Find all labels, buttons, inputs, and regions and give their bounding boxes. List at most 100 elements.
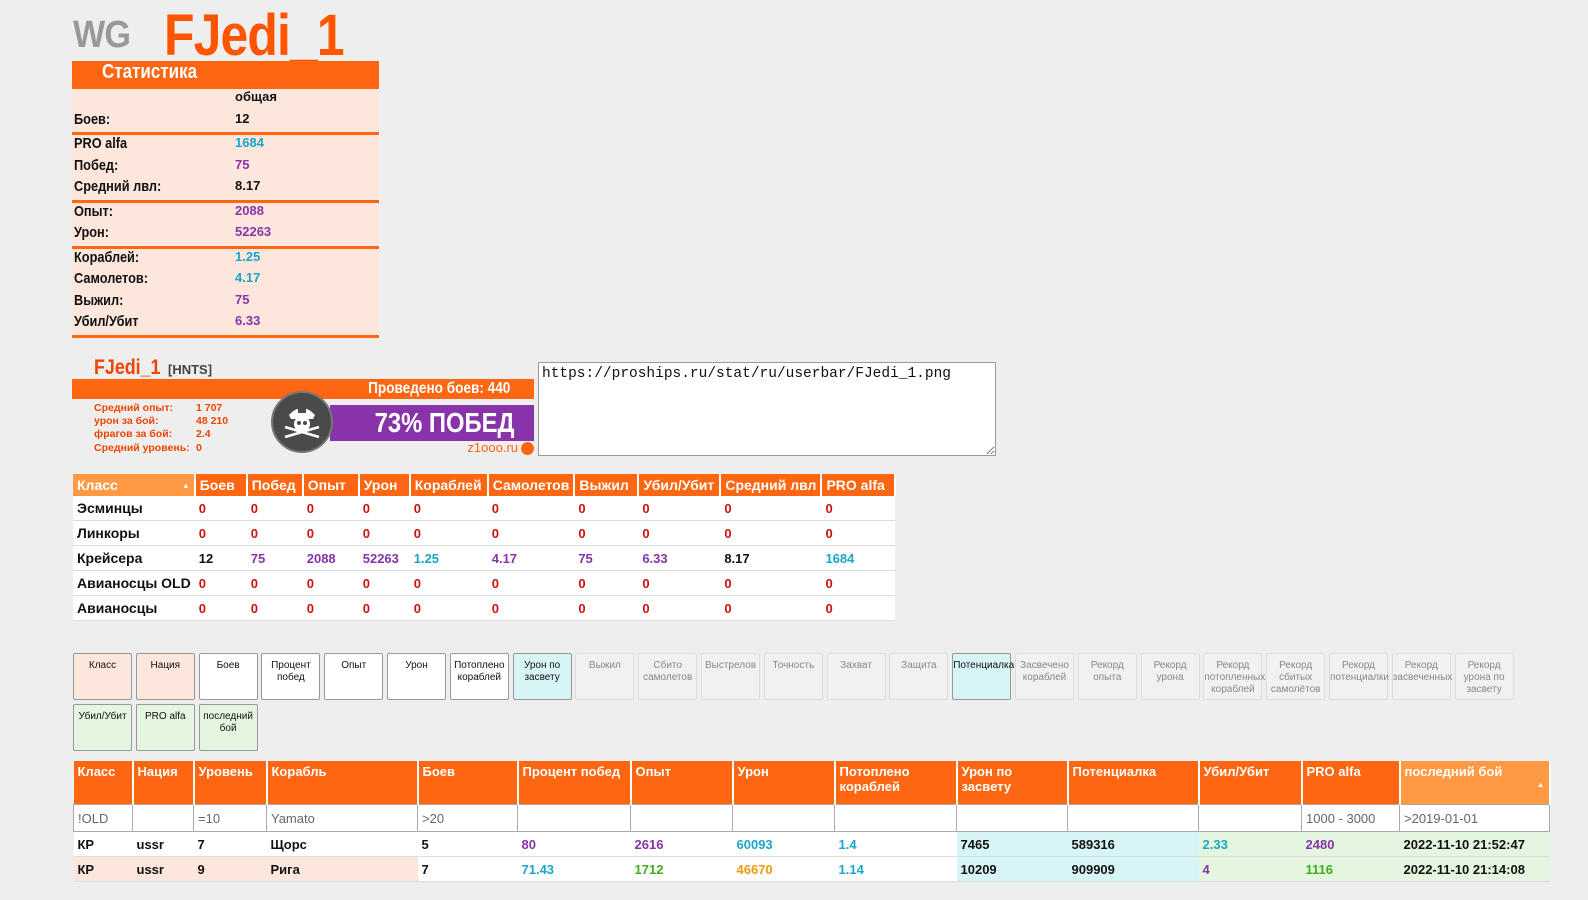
ships-col-header[interactable]: Потенциалка [1067, 761, 1200, 805]
column-toggle-button[interactable]: Рекорд опыта [1077, 653, 1137, 700]
class-col-header[interactable]: Выжил [574, 474, 640, 496]
class-value-cell: 0 [409, 595, 488, 621]
summary-stat-row: Боев: 12 [72, 110, 379, 132]
ships-filter-cell [732, 804, 835, 832]
summary-stat-value: 6.33 [235, 313, 261, 328]
column-toggle-button[interactable]: Захват [826, 653, 886, 700]
column-toggle-button[interactable]: Потенциалка [952, 653, 1014, 700]
class-value-cell: 0 [574, 570, 639, 596]
column-toggle-button[interactable]: Рекорд засвеченных [1391, 653, 1452, 700]
userbar-url-textarea[interactable]: https://proships.ru/stat/ru/userbar/FJed… [538, 362, 996, 456]
column-toggle-button[interactable]: Защита [889, 653, 949, 700]
column-toggle-button[interactable]: Выжил [575, 653, 635, 700]
ships-col-header[interactable]: Потоплено кораблей [834, 761, 958, 805]
column-toggle-button[interactable]: Боев [198, 653, 258, 700]
class-value-cell: 0 [246, 520, 303, 546]
column-filter-input[interactable] [632, 808, 731, 828]
column-toggle-button[interactable]: Засвечено кораблей [1015, 653, 1074, 700]
ships-col-header-label: Потенциалка [1072, 764, 1157, 779]
ships-col-header[interactable]: Убил/Убит [1198, 761, 1303, 805]
column-toggle-button[interactable]: Рекорд урона по засвету [1454, 653, 1514, 700]
column-filter-input[interactable] [519, 808, 629, 828]
player-name-title: FJedi_1 [164, 3, 345, 68]
ships-col-header[interactable]: Опыт [630, 761, 734, 805]
class-col-header-sorted[interactable]: Класс ▲ [73, 474, 196, 496]
column-filter-input[interactable] [958, 808, 1066, 828]
column-filter-input[interactable] [836, 808, 955, 828]
ship-row[interactable]: КР ussr 9 Рига 7 71.43 1712 46670 1.14 10209 90990… [73, 856, 1550, 882]
column-toggle-button[interactable]: Рекорд урона [1140, 653, 1200, 700]
column-filter-input[interactable] [419, 808, 516, 828]
column-filter-input[interactable] [268, 808, 416, 828]
class-value-cell: 0 [487, 570, 575, 596]
ships-col-header[interactable]: PRO alfa [1301, 761, 1401, 805]
class-value-cell: 6.33 [638, 545, 721, 571]
column-toggle-button[interactable]: последний бой [198, 704, 258, 751]
column-toggle-button[interactable]: Рекорд потопленных кораблей [1203, 653, 1265, 700]
userbar-battles-bar: Проведено боев: 440 [72, 379, 534, 399]
column-toggle-button[interactable]: Урон [387, 653, 446, 700]
ship-row[interactable]: КР ussr 7 Щорс 5 80 2616 60093 1.4 7465 589316 2.33… [73, 831, 1550, 857]
column-toggle-button[interactable]: Сбито самолетов [638, 653, 698, 700]
column-toggle-button[interactable]: Убил/Убит [73, 704, 132, 751]
column-filter-input[interactable] [195, 808, 265, 828]
column-toggle-button[interactable]: Класс [73, 653, 132, 700]
ships-col-header[interactable]: Класс [73, 761, 134, 805]
column-toggle-button[interactable]: Урон по засвету [512, 653, 572, 700]
class-col-header[interactable]: Опыт [302, 474, 360, 496]
class-value-cell: 2088 [302, 545, 359, 571]
column-toggle-button[interactable]: Выстрелов [701, 653, 760, 700]
summary-stat-row: Опыт: 2088 [72, 202, 379, 224]
column-filter-input[interactable] [134, 808, 192, 828]
ships-col-header[interactable]: Боев [417, 761, 519, 805]
column-filter-input[interactable] [75, 808, 131, 828]
column-toggle-button[interactable]: Опыт [324, 653, 384, 700]
class-table-row: Линкоры 0 0 0 0 0 0 0 0 0 0 [73, 520, 896, 546]
class-col-header[interactable]: PRO alfa [821, 474, 897, 496]
ships-col-header[interactable]: Урон по засвету [956, 761, 1069, 805]
class-value-cell: 0 [358, 595, 410, 621]
summary-stat-value: 1684 [235, 135, 264, 150]
class-col-header-label: Самолетов [492, 477, 570, 493]
ships-col-header[interactable]: Урон [732, 761, 836, 805]
class-value-cell: 8.17 [720, 545, 822, 571]
class-col-header[interactable]: Побед [246, 474, 304, 496]
userbar-stat-label: Средний уровень: [94, 442, 190, 454]
ships-col-header[interactable]: Уровень [193, 761, 268, 805]
class-col-header[interactable]: Боев [194, 474, 248, 496]
class-value-cell: 0 [246, 496, 303, 521]
class-col-header[interactable]: Кораблей [409, 474, 489, 496]
summary-stat-value: 12 [235, 110, 250, 126]
class-col-header[interactable]: Урон [358, 474, 411, 496]
ship-cell: 1.14 [834, 856, 957, 882]
column-filter-input[interactable] [1200, 808, 1300, 828]
column-toggle-button[interactable]: Потоплено кораблей [449, 653, 509, 700]
column-toggle-button[interactable]: Точность [763, 653, 823, 700]
userbar-stat-value: 1 707 [196, 402, 223, 414]
column-toggle-button[interactable]: PRO alfa [135, 704, 195, 751]
column-toggle-button[interactable]: Рекорд сбитых самолётов [1266, 653, 1326, 700]
column-filter-input[interactable] [734, 808, 833, 828]
ships-col-header[interactable]: Процент побед [517, 761, 632, 805]
column-toggle-button[interactable]: Нация [135, 653, 195, 700]
column-filter-input[interactable] [1401, 808, 1548, 828]
summary-stat-row: Самолетов: 4.17 [72, 270, 379, 292]
ships-filter-cell [132, 804, 194, 832]
ships-filter-cell [1399, 804, 1550, 832]
ship-cell: 2022-11-10 21:52:47 [1399, 831, 1550, 857]
class-col-header[interactable]: Средний лвл [720, 474, 823, 496]
column-filter-input[interactable] [1303, 808, 1398, 828]
ship-cell: ussr [132, 831, 194, 857]
userbar-stat-value: 2.4 [196, 428, 211, 440]
class-col-header[interactable]: Убил/Убит [638, 474, 722, 496]
ships-col-header-sorted[interactable]: последний бой ▲ [1399, 761, 1551, 805]
column-filter-input[interactable] [1069, 808, 1197, 828]
column-toggle-button[interactable]: Процент побед [261, 653, 321, 700]
class-col-header[interactable]: Самолетов [487, 474, 576, 496]
ships-col-header[interactable]: Корабль [266, 761, 419, 805]
ships-col-header[interactable]: Нация [132, 761, 195, 805]
ship-cell: 46670 [732, 856, 835, 882]
column-toggle-button[interactable]: Рекорд потенциалки [1329, 653, 1389, 700]
summary-divider [72, 245, 379, 249]
ships-filter-cell [73, 804, 133, 832]
